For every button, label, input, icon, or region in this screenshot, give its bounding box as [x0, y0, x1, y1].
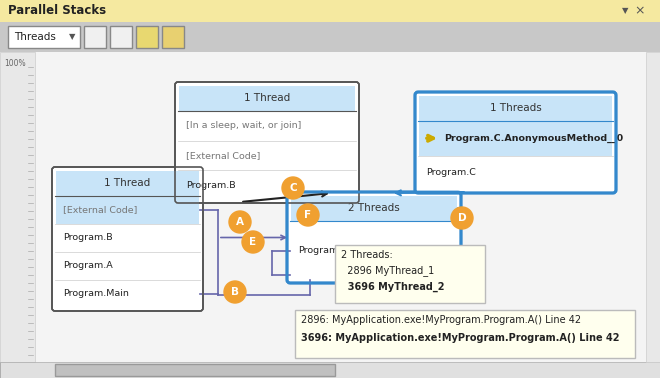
Bar	[8, 26, 80, 48]
Text: Parallel Stacks: Parallel Stacks	[8, 5, 106, 17]
Text: [In a sleep, wait, or join]: [In a sleep, wait, or join]	[186, 121, 302, 130]
Circle shape	[242, 231, 264, 253]
Bar	[646, 52, 660, 362]
Text: Program.B: Program.B	[186, 181, 236, 190]
Text: B: B	[231, 287, 239, 297]
Text: 2 Threads: 2 Threads	[348, 203, 400, 213]
Text: F: F	[304, 210, 312, 220]
Text: 3696 MyThread_2: 3696 MyThread_2	[341, 282, 444, 292]
Text: Threads: Threads	[14, 32, 56, 42]
Bar	[0, 362, 660, 378]
Text: Program.B: Program.B	[63, 234, 113, 243]
Text: E: E	[249, 237, 257, 247]
FancyBboxPatch shape	[287, 192, 461, 283]
FancyBboxPatch shape	[175, 82, 359, 203]
Bar	[0, 0, 660, 22]
Text: Program.C.AnonymousMethod__0: Program.C.AnonymousMethod__0	[444, 134, 623, 143]
Circle shape	[224, 281, 246, 303]
Text: [External Code]: [External Code]	[63, 206, 137, 214]
Bar	[419, 96, 612, 121]
Bar	[136, 26, 158, 48]
Circle shape	[229, 211, 251, 233]
Circle shape	[297, 204, 319, 226]
Text: 1 Threads: 1 Threads	[490, 103, 541, 113]
Bar	[56, 171, 199, 196]
Text: 2 Threads:: 2 Threads:	[341, 250, 393, 260]
Text: ▼: ▼	[69, 33, 75, 42]
Text: [External Code]: [External Code]	[186, 151, 261, 160]
Bar	[162, 26, 184, 48]
Bar	[56, 196, 199, 224]
Text: Program.C: Program.C	[426, 168, 476, 177]
Text: D: D	[457, 213, 467, 223]
Bar	[0, 52, 35, 362]
Text: Program.A: Program.A	[63, 262, 113, 271]
Text: Program.Main: Program.Main	[63, 290, 129, 299]
Bar	[291, 196, 457, 221]
Text: 100%: 100%	[4, 59, 26, 68]
Text: 1 Thread: 1 Thread	[104, 178, 150, 188]
Bar	[55, 364, 335, 376]
Text: 1 Thread: 1 Thread	[244, 93, 290, 103]
Bar	[179, 86, 355, 111]
Bar	[110, 26, 132, 48]
FancyBboxPatch shape	[415, 92, 616, 193]
Text: 3696: MyApplication.exe!MyProgram.Program.A() Line 42: 3696: MyApplication.exe!MyProgram.Progra…	[301, 333, 620, 343]
Text: A: A	[236, 217, 244, 227]
Bar	[84, 26, 106, 48]
Text: C: C	[289, 183, 297, 193]
Circle shape	[282, 177, 304, 199]
Text: 2896 MyThread_1: 2896 MyThread_1	[341, 266, 434, 276]
Bar	[0, 22, 660, 52]
Text: 2896: MyApplication.exe!MyProgram.Program.A() Line 42: 2896: MyApplication.exe!MyProgram.Progra…	[301, 315, 581, 325]
Text: Program.A: Program.A	[298, 246, 348, 255]
Bar	[295, 310, 635, 358]
Bar	[0, 52, 660, 362]
Circle shape	[451, 207, 473, 229]
FancyBboxPatch shape	[52, 167, 203, 311]
Text: ▼: ▼	[622, 6, 628, 15]
Bar	[335, 245, 485, 303]
Bar	[419, 121, 612, 155]
Text: ×: ×	[635, 5, 645, 17]
